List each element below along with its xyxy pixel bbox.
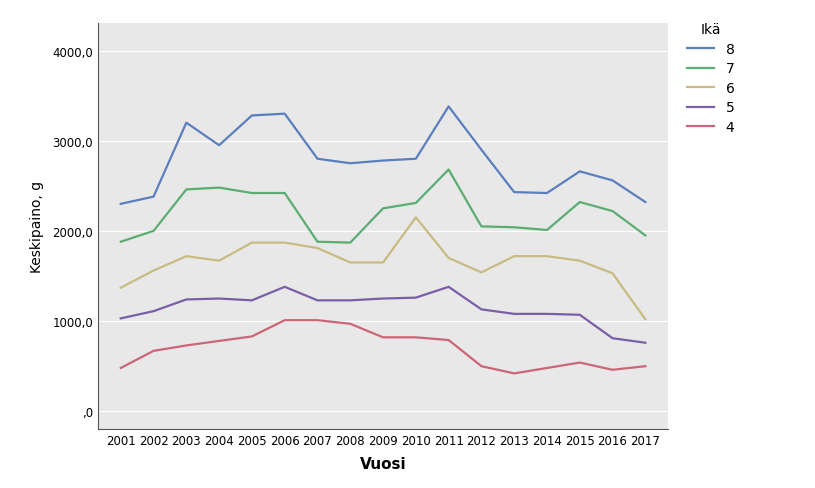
- 5: [346, 298, 355, 304]
- 4: [148, 348, 158, 354]
- 7: [411, 201, 421, 206]
- 7: [542, 227, 552, 233]
- 5: [575, 312, 584, 318]
- Line: 5: 5: [121, 287, 645, 343]
- 4: [313, 318, 323, 324]
- 8: [509, 190, 519, 196]
- 7: [608, 209, 618, 215]
- 4: [509, 371, 519, 377]
- 5: [313, 298, 323, 304]
- 5: [509, 311, 519, 317]
- 6: [148, 268, 158, 274]
- 5: [443, 285, 453, 290]
- 6: [247, 240, 257, 246]
- 8: [477, 147, 487, 153]
- 4: [378, 335, 388, 341]
- 6: [509, 254, 519, 260]
- 8: [575, 169, 584, 175]
- 5: [148, 308, 158, 314]
- 4: [182, 343, 192, 348]
- 5: [378, 296, 388, 302]
- Line: 6: 6: [121, 218, 645, 320]
- 7: [116, 239, 126, 245]
- X-axis label: Vuosi: Vuosi: [359, 456, 407, 470]
- 5: [280, 285, 289, 290]
- 5: [641, 340, 650, 346]
- 6: [214, 258, 224, 264]
- 6: [411, 215, 421, 221]
- 6: [280, 240, 289, 246]
- 8: [148, 194, 158, 200]
- 4: [608, 367, 618, 373]
- 5: [247, 298, 257, 304]
- Line: 8: 8: [121, 107, 645, 204]
- Legend: 8, 7, 6, 5, 4: 8, 7, 6, 5, 4: [687, 23, 734, 135]
- 4: [411, 335, 421, 341]
- 5: [608, 336, 618, 342]
- 8: [214, 143, 224, 149]
- Line: 4: 4: [121, 321, 645, 374]
- 6: [346, 260, 355, 266]
- 5: [411, 295, 421, 301]
- 4: [477, 364, 487, 369]
- 5: [477, 307, 487, 313]
- 7: [148, 228, 158, 234]
- 5: [542, 311, 552, 317]
- 8: [247, 113, 257, 119]
- 5: [214, 296, 224, 302]
- 7: [443, 167, 453, 173]
- 7: [641, 233, 650, 239]
- 8: [116, 202, 126, 207]
- 6: [313, 245, 323, 251]
- 4: [346, 321, 355, 327]
- 7: [509, 225, 519, 231]
- 7: [346, 240, 355, 246]
- 6: [477, 270, 487, 276]
- 4: [542, 366, 552, 371]
- 4: [280, 318, 289, 324]
- 7: [378, 206, 388, 212]
- 8: [608, 178, 618, 184]
- 8: [411, 157, 421, 163]
- 6: [608, 271, 618, 277]
- 4: [214, 338, 224, 344]
- 6: [116, 285, 126, 291]
- 6: [443, 256, 453, 262]
- 8: [313, 157, 323, 163]
- 7: [575, 200, 584, 205]
- 6: [378, 260, 388, 266]
- 7: [214, 185, 224, 191]
- 6: [182, 254, 192, 260]
- 5: [182, 297, 192, 303]
- 4: [575, 360, 584, 366]
- 8: [542, 191, 552, 197]
- 8: [182, 121, 192, 126]
- 8: [443, 104, 453, 110]
- 7: [280, 191, 289, 197]
- Y-axis label: Keskipaino, g: Keskipaino, g: [30, 181, 44, 273]
- 7: [313, 239, 323, 245]
- Line: 7: 7: [121, 170, 645, 243]
- 4: [641, 364, 650, 369]
- 6: [542, 254, 552, 260]
- 7: [477, 224, 487, 230]
- 7: [247, 191, 257, 197]
- 4: [443, 337, 453, 343]
- 6: [575, 258, 584, 264]
- 8: [346, 161, 355, 167]
- 8: [280, 111, 289, 117]
- 8: [641, 200, 650, 205]
- 4: [247, 334, 257, 340]
- 6: [641, 317, 650, 323]
- 8: [378, 158, 388, 164]
- 7: [182, 187, 192, 193]
- 5: [116, 316, 126, 322]
- 4: [116, 366, 126, 371]
